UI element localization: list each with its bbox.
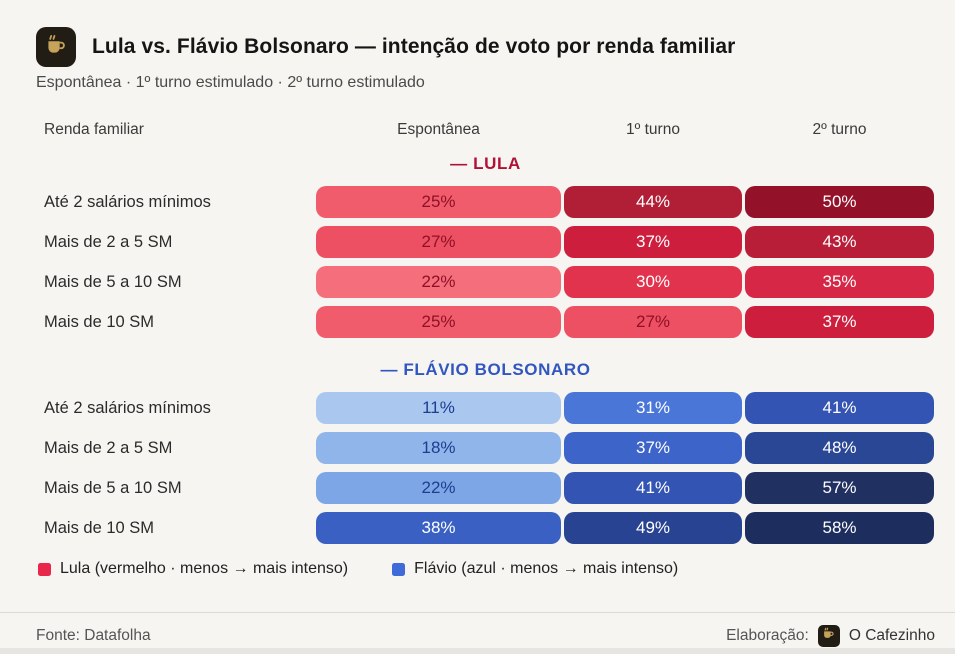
value-cell: 18%: [316, 432, 561, 464]
flavio-color-swatch: [392, 562, 406, 576]
value-cell: 38%: [316, 512, 561, 544]
footer-divider: [0, 612, 955, 613]
column-header-renda: Renda familiar: [44, 121, 144, 138]
legend: Lula (vermelho · menos → mais intenso) F…: [36, 560, 935, 578]
value-cell: 37%: [564, 226, 742, 258]
table-row: Até 2 salários mínimos 25% 44% 50%: [36, 186, 935, 218]
value-cell: 31%: [564, 392, 742, 424]
value-cell: 43%: [745, 226, 934, 258]
table-row: Mais de 5 a 10 SM 22% 30% 35%: [36, 266, 935, 298]
value-cell: 25%: [316, 306, 561, 338]
row-label: Mais de 2 a 5 SM: [44, 232, 173, 251]
coffee-cup-icon: [43, 32, 69, 63]
page-subtitle: Espontânea · 1º turno estimulado · 2º tu…: [36, 74, 425, 91]
value-cell: 27%: [316, 226, 561, 258]
lula-color-swatch: [38, 562, 51, 576]
value-cell: 41%: [564, 472, 742, 504]
page-title: Lula vs. Flávio Bolsonaro — intenção de …: [92, 35, 736, 58]
row-label: Mais de 2 a 5 SM: [44, 438, 173, 457]
credit: Elaboração: O Cafezinho: [726, 625, 935, 647]
cafezinho-logo: [36, 27, 76, 67]
column-header-espontanea: Espontânea: [397, 121, 480, 138]
section-header-flavio: — FLÁVIO BOLSONARO: [380, 360, 591, 379]
legend-item-lula: Lula (vermelho · menos → mais intenso): [38, 560, 348, 578]
chart-header: Lula vs. Flávio Bolsonaro — intenção de …: [36, 0, 935, 67]
coffee-cup-icon: [821, 626, 836, 646]
section-header-lula: — LULA: [450, 154, 521, 173]
value-cell: 57%: [745, 472, 934, 504]
table-row: Mais de 2 a 5 SM 18% 37% 48%: [36, 432, 935, 464]
value-cell: 37%: [564, 432, 742, 464]
value-cell: 58%: [745, 512, 934, 544]
table-row: Mais de 5 a 10 SM 22% 41% 57%: [36, 472, 935, 504]
value-cell: 37%: [745, 306, 934, 338]
column-header-2turno: 2º turno: [812, 121, 867, 138]
footer: Fonte: Datafolha Elaboração: O Cafezinho: [0, 613, 955, 647]
value-cell: 41%: [745, 392, 934, 424]
row-label: Mais de 5 a 10 SM: [44, 478, 182, 497]
value-cell: 25%: [316, 186, 561, 218]
value-cell: 50%: [745, 186, 934, 218]
lula-rows: Até 2 salários mínimos 25% 44% 50% Mais …: [36, 186, 935, 338]
legend-item-flavio: Flávio (azul · menos → mais intenso): [392, 560, 678, 578]
value-cell: 27%: [564, 306, 742, 338]
value-cell: 35%: [745, 266, 934, 298]
row-label: Até 2 salários mínimos: [44, 192, 211, 211]
value-cell: 30%: [564, 266, 742, 298]
credit-name: O Cafezinho: [848, 627, 935, 644]
column-header-1turno: 1º turno: [626, 121, 680, 138]
table-row: Mais de 2 a 5 SM 27% 37% 43%: [36, 226, 935, 258]
legend-label: Flávio (azul · menos → mais intenso): [414, 560, 679, 577]
value-cell: 48%: [745, 432, 934, 464]
value-cell: 49%: [564, 512, 742, 544]
value-cell: 11%: [316, 392, 561, 424]
value-cell: 22%: [316, 472, 561, 504]
row-label: Mais de 10 SM: [44, 312, 155, 331]
legend-label: Lula (vermelho · menos → mais intenso): [60, 560, 349, 577]
table-row: Mais de 10 SM 25% 27% 37%: [36, 306, 935, 338]
table-row: Mais de 10 SM 38% 49% 58%: [36, 512, 935, 544]
source-text: Fonte: Datafolha: [36, 627, 151, 644]
column-header-row: Renda familiar Espontânea 1º turno 2º tu…: [36, 121, 935, 139]
credit-label: Elaboração:: [726, 627, 809, 644]
value-cell: 44%: [564, 186, 742, 218]
bottom-strip: [0, 648, 955, 654]
flavio-rows: Até 2 salários mínimos 11% 31% 41% Mais …: [36, 392, 935, 544]
row-label: Até 2 salários mínimos: [44, 398, 211, 417]
cafezinho-logo-small: [817, 625, 840, 647]
row-label: Mais de 10 SM: [44, 518, 155, 537]
row-label: Mais de 5 a 10 SM: [44, 272, 182, 291]
value-cell: 22%: [316, 266, 561, 298]
table-row: Até 2 salários mínimos 11% 31% 41%: [36, 392, 935, 424]
